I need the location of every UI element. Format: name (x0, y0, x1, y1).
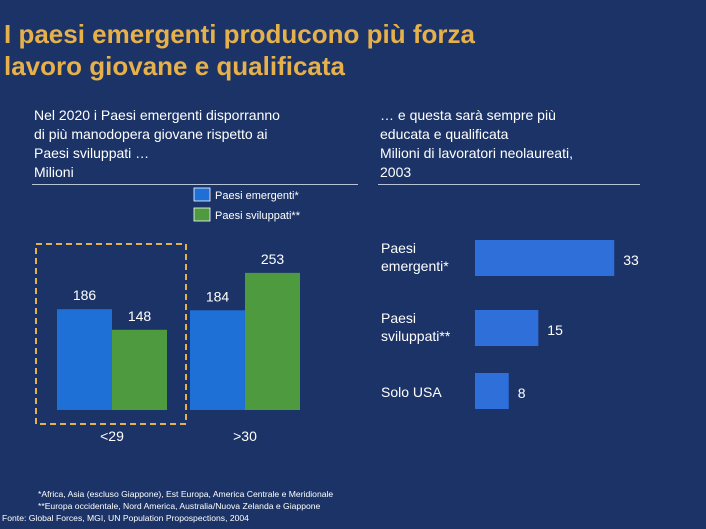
hbar-3 (475, 373, 509, 409)
bar-2-2 (245, 272, 300, 410)
right-title-line-4: 2003 (380, 164, 412, 180)
left-title-line-3: Paesi sviluppati … (34, 145, 150, 161)
right-title-underline (378, 184, 640, 185)
legend-label-2: Paesi sviluppati** (215, 210, 301, 222)
right-title-line-2: educata e qualificata (380, 126, 509, 142)
hbar-label-1-2: emergenti* (381, 258, 449, 274)
title-line-2: lavoro giovane e qualificata (4, 51, 345, 81)
hbar-value-2: 15 (547, 322, 563, 338)
bar-value-2-2: 253 (261, 251, 285, 267)
highlight-frame (35, 243, 187, 425)
bar-value-2-1: 184 (206, 288, 230, 304)
hbar-value-3: 8 (518, 385, 526, 401)
category-label-2: >30 (233, 428, 257, 444)
left-title-line-2: di più manodopera giovane rispetto ai (34, 126, 268, 142)
hbar-value-1: 33 (623, 252, 639, 268)
bar-1-2 (112, 329, 167, 410)
footnote-1: *Africa, Asia (escluso Giappone), Est Eu… (38, 489, 334, 499)
left-chart-title: Nel 2020 i Paesi emergenti disporranno d… (34, 106, 280, 182)
hbar-2 (475, 310, 539, 346)
legend-label-1: Paesi emergenti* (215, 190, 299, 202)
legend-swatch-2 (193, 207, 211, 222)
right-chart-title: … e questa sarà sempre più educata e qua… (380, 106, 573, 182)
footnotes: *Africa, Asia (escluso Giappone), Est Eu… (2, 488, 522, 524)
right-title-line-1: … e questa sarà sempre più (380, 107, 556, 123)
hbar-label-2-2: sviluppati** (381, 328, 451, 344)
hbar-1 (475, 240, 615, 276)
left-title-line-4: Milioni (34, 164, 74, 180)
bar-2-1 (190, 310, 245, 410)
legend-swatch-1 (193, 187, 211, 202)
bar-value-1-2: 148 (128, 308, 152, 324)
bar-1-1 (57, 309, 112, 410)
category-label-1: <29 (100, 428, 124, 444)
left-title-underline (32, 184, 358, 185)
right-title-line-3: Milioni di lavoratori neolaureati, (380, 145, 573, 161)
footnote-source: Fonte: Global Forces, MGI, UN Population… (2, 513, 249, 523)
hbar-label-1-1: Paesi (381, 240, 416, 256)
left-title-line-1: Nel 2020 i Paesi emergenti disporranno (34, 107, 280, 123)
hbar-label-3-1: Solo USA (381, 384, 442, 400)
footnote-2: **Europa occidentale, Nord America, Aust… (38, 501, 321, 511)
hbar-label-2-1: Paesi (381, 310, 416, 326)
bar-value-1-1: 186 (73, 287, 97, 303)
title-line-1: I paesi emergenti producono più forza (4, 19, 475, 49)
page-title: I paesi emergenti producono più forza la… (4, 18, 704, 82)
